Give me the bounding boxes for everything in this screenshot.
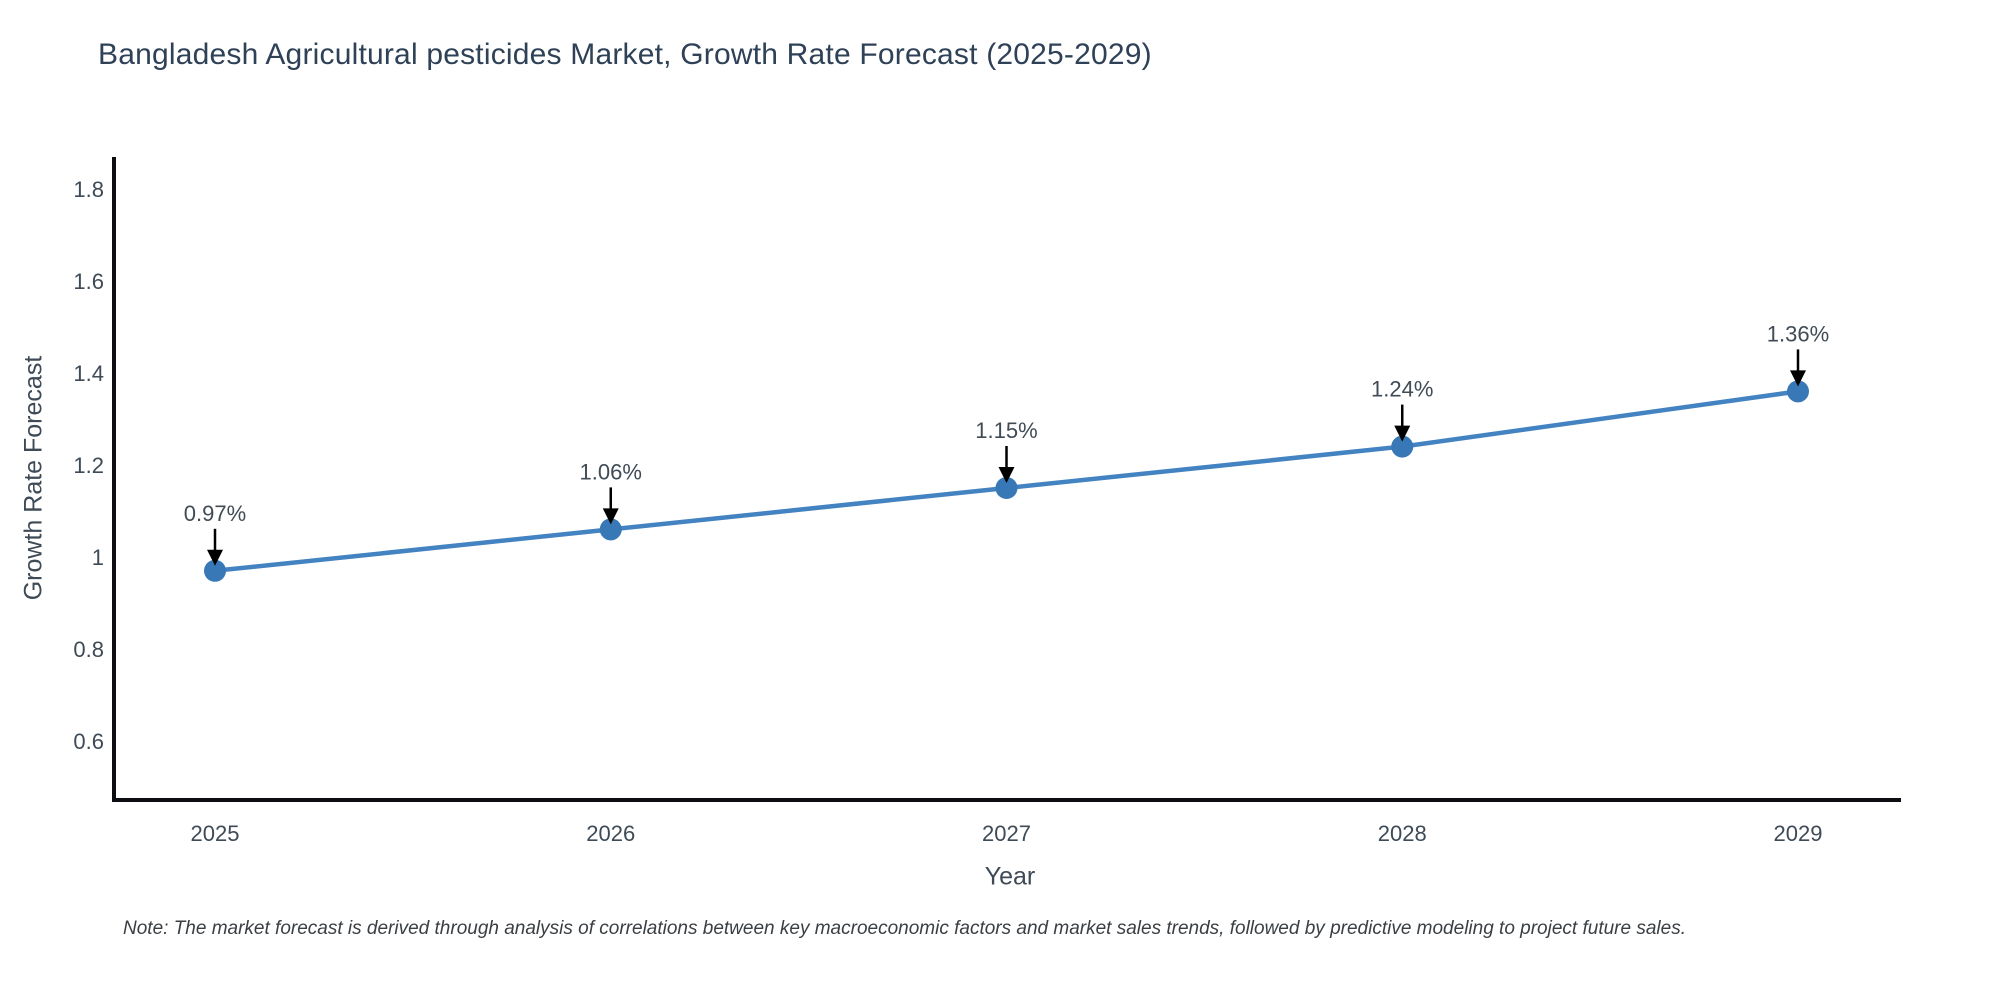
data-point-marker [599, 518, 622, 541]
data-point-marker [204, 559, 226, 582]
data-point-label: 1.36% [1767, 321, 1829, 346]
y-tick-label: 1.4 [73, 361, 104, 386]
annotation-arrow-head [602, 508, 619, 525]
y-tick-label: 0.8 [73, 637, 104, 662]
y-tick-label: 1.8 [73, 177, 104, 202]
data-point-marker [1787, 380, 1809, 403]
data-point-label: 1.24% [1371, 377, 1433, 402]
annotation-arrow-head [998, 467, 1015, 483]
data-point-marker [995, 477, 1018, 499]
chart-title: Bangladesh Agricultural pesticides Marke… [98, 38, 1152, 71]
annotation-arrow-head [1394, 425, 1411, 442]
x-tick-label: 2029 [1774, 821, 1823, 846]
data-point-label: 1.15% [975, 418, 1037, 443]
y-tick-label: 1 [92, 545, 104, 570]
x-tick-label: 2027 [982, 821, 1031, 846]
y-tick-label: 1.2 [73, 453, 104, 478]
y-tick-label: 0.6 [73, 729, 104, 754]
annotation-arrow-head [1790, 370, 1806, 387]
data-point-marker [1391, 435, 1414, 458]
footnote: Note: The market forecast is derived thr… [123, 918, 1686, 939]
annotation-arrow-head [207, 549, 223, 566]
x-tick-label: 2026 [586, 821, 635, 846]
y-tick-label: 1.6 [73, 269, 104, 294]
x-tick-label: 2025 [191, 821, 240, 846]
x-axis-title: Year [984, 862, 1036, 891]
data-point-label: 1.06% [580, 459, 642, 484]
data-point-label: 0.97% [184, 501, 246, 526]
x-tick-label: 2028 [1378, 821, 1427, 846]
